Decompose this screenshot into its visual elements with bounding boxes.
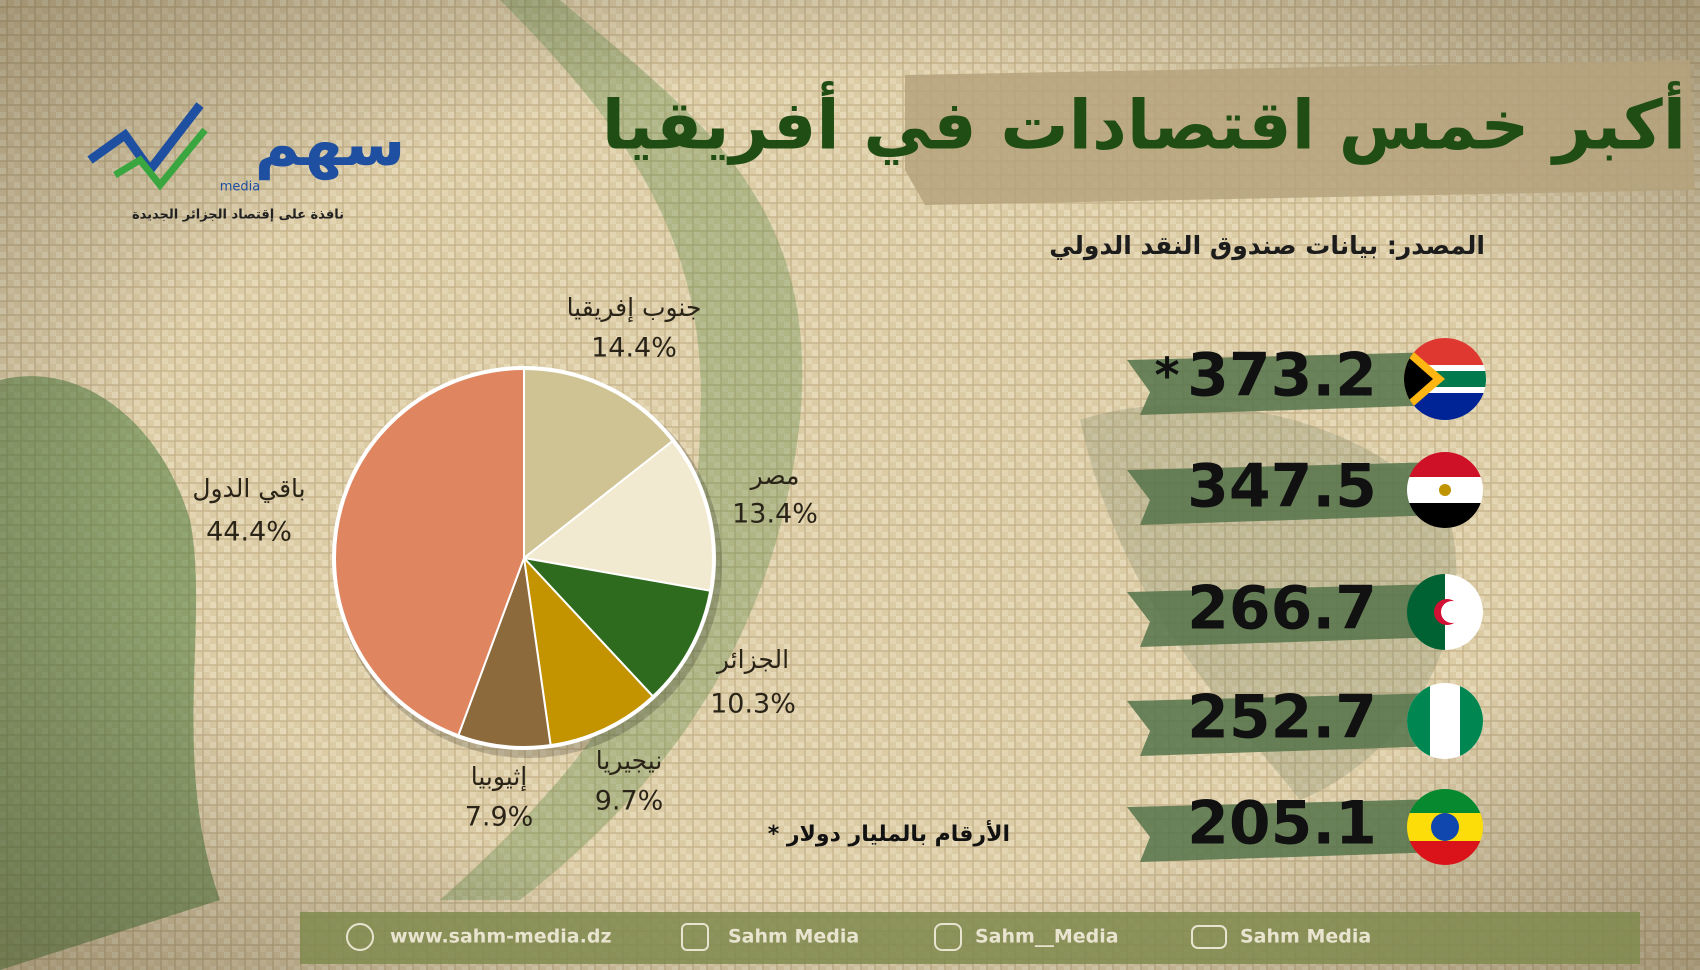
slice-value: 44.4% (206, 517, 292, 548)
band (1127, 693, 1442, 756)
slice-label: مصر (749, 461, 800, 490)
logo-arrow (87, 102, 204, 178)
pie-rim (332, 366, 716, 750)
logo: سهم media نافذة على إقتصاد الجزائر الجدي… (87, 102, 406, 223)
source: المصدر: بيانات صندوق النقد الدولي (1049, 231, 1485, 261)
footer-website[interactable]: www.sahm-media.dz (390, 926, 612, 948)
slice-label: إثيوبيا (471, 762, 527, 792)
gdp-value: 252.7 (1187, 683, 1377, 753)
band (1127, 584, 1442, 647)
slice-label: باقي الدول (192, 474, 305, 504)
footer-youtube[interactable]: Sahm Media (1240, 926, 1371, 948)
flag-nigeria (1407, 683, 1483, 759)
logo-sub: media (220, 180, 261, 195)
slice-value: 10.3% (710, 689, 796, 720)
footer-bar (300, 912, 1640, 964)
band (1127, 462, 1442, 525)
slice-value: 14.4% (591, 333, 677, 364)
band (1127, 352, 1442, 415)
ranking-bands (1127, 352, 1442, 862)
band (1127, 799, 1442, 862)
slice-value: 13.4% (732, 499, 818, 530)
title-brush (905, 60, 1695, 205)
footer-instagram[interactable]: Sahm__Media (975, 926, 1119, 948)
footnote: * الأرقام بالمليار دولار (768, 819, 1010, 847)
flag-algeria (1407, 574, 1483, 650)
tagline: نافذة على إقتصاد الجزائر الجديدة (132, 208, 344, 223)
pie-chart: جنوب إفريقيا 14.4% مصر 13.4% الجزائر 10.3% نيج… (192, 293, 818, 833)
footer-icons (346, 923, 1227, 951)
title: أكبر خمس اقتصادات في أفريقيا (602, 81, 1686, 166)
footer-facebook[interactable]: Sahm Media (728, 926, 859, 948)
logo-text: سهم (255, 107, 406, 180)
slice-label: الجزائر (715, 645, 789, 674)
logo-check (113, 127, 208, 191)
slice-label: نيجيريا (596, 746, 663, 775)
asterisk: * (1154, 348, 1179, 404)
slice-value: 7.9% (465, 802, 534, 833)
gdp-value: 347.5 (1187, 452, 1377, 522)
gdp-value: 373.2 (1187, 341, 1377, 411)
slice-value: 9.7% (595, 786, 664, 817)
gdp-value: 205.1 (1187, 789, 1377, 859)
slice-label: جنوب إفريقيا (567, 293, 702, 323)
gdp-value: 266.7 (1187, 574, 1377, 644)
